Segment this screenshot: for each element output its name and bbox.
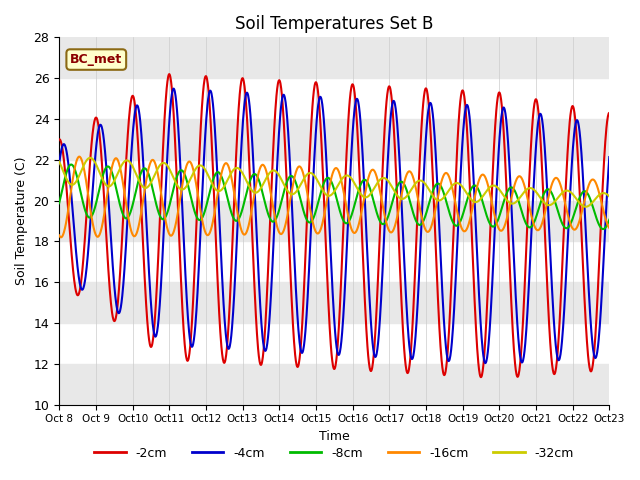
- -16cm: [55, 232, 63, 238]
- -8cm: [599, 226, 607, 232]
- -2cm: [477, 374, 484, 380]
- -4cm: [481, 360, 489, 366]
- -32cm: [605, 193, 613, 199]
- Bar: [59, 119, 609, 160]
- -4cm: [289, 224, 297, 230]
- -2cm: [310, 85, 318, 91]
- -8cm: [55, 200, 63, 206]
- Bar: [59, 282, 609, 323]
- -16cm: [311, 226, 319, 232]
- Bar: [59, 364, 609, 405]
- -8cm: [289, 174, 297, 180]
- Title: Soil Temperatures Set B: Soil Temperatures Set B: [235, 15, 433, 33]
- -16cm: [605, 225, 613, 231]
- -2cm: [98, 157, 106, 163]
- -32cm: [289, 191, 297, 197]
- -4cm: [605, 154, 613, 160]
- Text: BC_met: BC_met: [70, 53, 122, 66]
- -32cm: [301, 175, 308, 181]
- -16cm: [121, 192, 129, 198]
- -2cm: [120, 196, 128, 202]
- -16cm: [289, 180, 297, 186]
- -2cm: [55, 136, 63, 142]
- Line: -2cm: -2cm: [59, 74, 609, 377]
- -16cm: [99, 221, 106, 227]
- -2cm: [289, 322, 297, 327]
- -16cm: [301, 177, 308, 182]
- -8cm: [301, 211, 308, 216]
- -16cm: [57, 234, 65, 240]
- Line: -8cm: -8cm: [59, 165, 609, 229]
- X-axis label: Time: Time: [319, 430, 349, 443]
- -4cm: [55, 161, 63, 167]
- -8cm: [369, 194, 376, 200]
- -32cm: [369, 188, 376, 194]
- -32cm: [582, 204, 589, 210]
- -8cm: [310, 213, 318, 219]
- -16cm: [369, 167, 377, 173]
- Bar: [59, 37, 609, 78]
- -4cm: [170, 86, 177, 92]
- -2cm: [605, 110, 613, 116]
- -4cm: [301, 340, 308, 346]
- -2cm: [369, 362, 376, 368]
- -32cm: [99, 175, 106, 181]
- -8cm: [121, 215, 129, 220]
- Line: -32cm: -32cm: [59, 158, 609, 207]
- -8cm: [99, 175, 106, 181]
- -8cm: [605, 217, 613, 223]
- -32cm: [310, 173, 318, 179]
- -4cm: [310, 157, 318, 163]
- -32cm: [121, 158, 129, 164]
- -2cm: [165, 71, 173, 77]
- -32cm: [55, 159, 63, 165]
- Legend: -2cm, -4cm, -8cm, -16cm, -32cm: -2cm, -4cm, -8cm, -16cm, -32cm: [90, 442, 579, 465]
- Bar: [59, 201, 609, 241]
- -8cm: [67, 162, 75, 168]
- -4cm: [120, 271, 128, 277]
- -2cm: [301, 279, 308, 285]
- -32cm: [86, 155, 94, 161]
- Line: -4cm: -4cm: [59, 89, 609, 363]
- Y-axis label: Soil Temperature (C): Soil Temperature (C): [15, 157, 28, 285]
- -16cm: [76, 154, 83, 159]
- -4cm: [369, 340, 376, 346]
- Line: -16cm: -16cm: [59, 156, 609, 237]
- -4cm: [98, 124, 106, 130]
